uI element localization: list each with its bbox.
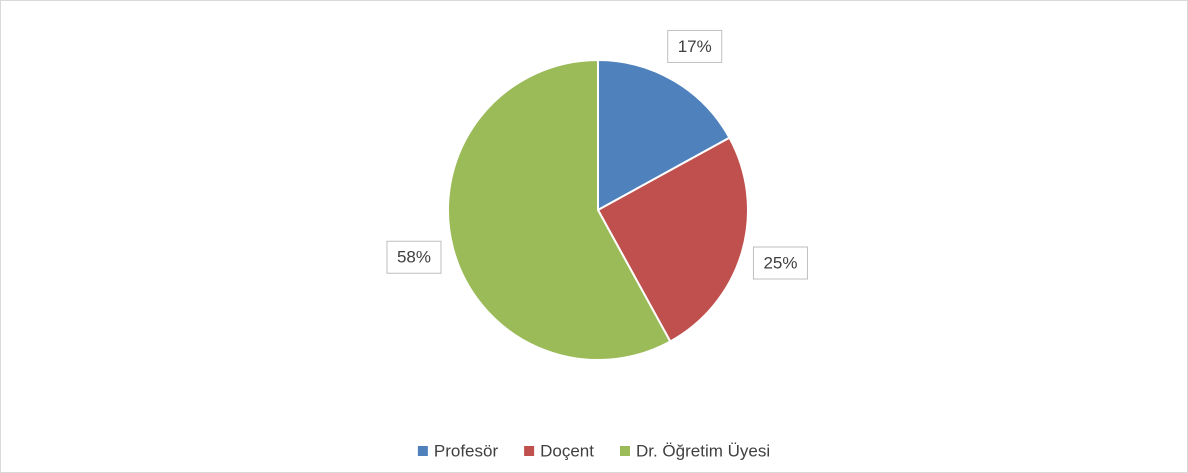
legend-swatch [619, 446, 630, 456]
legend-label: Doçent [540, 441, 594, 460]
label-box [667, 29, 723, 63]
label-box [752, 246, 808, 280]
pie-slice [447, 58, 672, 361]
data-label: 25% [763, 253, 797, 272]
legend-label: Profesör [434, 441, 499, 460]
pie-slice [597, 58, 731, 212]
legend-swatch [417, 446, 428, 456]
data-label: 17% [678, 37, 712, 56]
data-label: 58% [397, 248, 431, 267]
legend-swatch [524, 446, 535, 456]
legend-label: Dr. Öğretim Üyesi [636, 441, 770, 460]
pie-slice [596, 136, 749, 343]
label-box [386, 240, 442, 274]
